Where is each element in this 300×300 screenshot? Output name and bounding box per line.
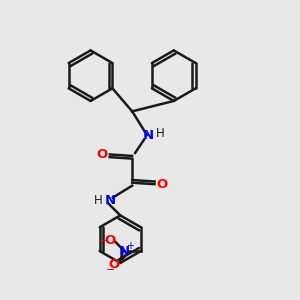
Text: O: O bbox=[104, 234, 115, 247]
Text: O: O bbox=[109, 258, 120, 271]
Text: N: N bbox=[143, 129, 154, 142]
Text: −: − bbox=[106, 266, 115, 275]
Text: H: H bbox=[94, 194, 102, 207]
Text: N: N bbox=[119, 244, 130, 258]
Text: O: O bbox=[156, 178, 167, 191]
Text: O: O bbox=[97, 148, 108, 161]
Text: −: − bbox=[99, 236, 108, 246]
Text: H: H bbox=[156, 127, 165, 140]
Text: N: N bbox=[104, 194, 116, 207]
Text: +: + bbox=[126, 241, 134, 251]
